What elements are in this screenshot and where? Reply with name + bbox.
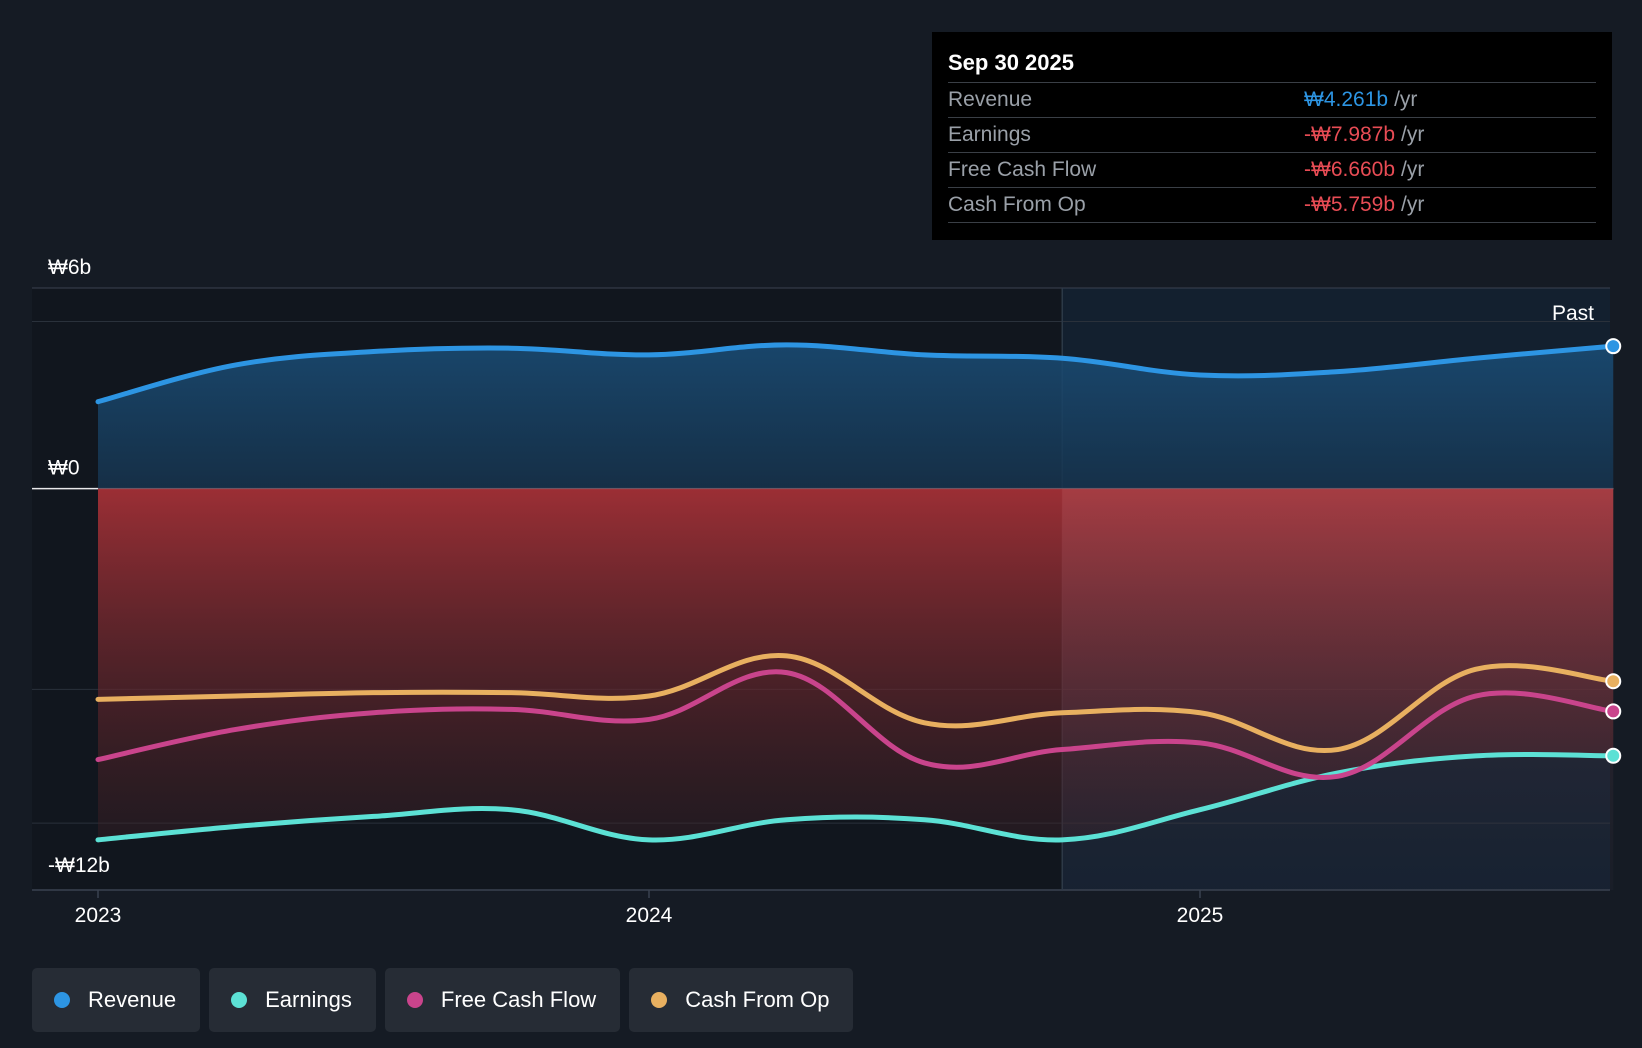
past-negative-overlay [1062, 488, 1614, 890]
series-end-dot-revenue [1605, 338, 1622, 355]
series-line-free-cash-flow [95, 669, 1616, 780]
tooltip-row-cash-from-op: Cash From Op -₩5.759b /yr [948, 188, 1596, 223]
series-end-dot-cash-from-op [1605, 673, 1622, 690]
legend-item-earnings[interactable]: Earnings [209, 968, 376, 1032]
x-tick-label: 2023 [75, 904, 122, 927]
y-tick-label: -₩12b [48, 854, 110, 877]
tooltip-value: ₩4.261b [1304, 88, 1389, 111]
tooltip-unit: /yr [1401, 193, 1425, 216]
tooltip-unit: /yr [1401, 123, 1425, 146]
tooltip-value: -₩6.660b [1304, 158, 1396, 181]
data-tooltip: Sep 30 2025 Revenue ₩4.261b /yr Earnings… [932, 32, 1612, 240]
tooltip-label: Earnings [948, 123, 1031, 146]
y-tick-label: ₩6b [48, 256, 91, 279]
tooltip-row-revenue: Revenue ₩4.261b /yr [948, 83, 1596, 118]
tooltip-value: -₩5.759b [1304, 193, 1396, 216]
tooltip-row-free-cash-flow: Free Cash Flow -₩6.660b /yr [948, 153, 1596, 188]
tooltip-label: Revenue [948, 88, 1033, 111]
series-end-dot-earnings [1605, 747, 1622, 764]
legend-label: Free Cash Flow [440, 987, 597, 1012]
x-tick-label: 2024 [626, 904, 673, 927]
legend-label: Cash From Op [685, 987, 830, 1012]
series-line-revenue [95, 342, 1616, 405]
revenue-area [98, 344, 1614, 489]
past-label: Past [1552, 302, 1594, 325]
series-end-markers-layer [1605, 338, 1622, 764]
tooltip-label: Free Cash Flow [948, 158, 1097, 181]
y-tick-label: ₩0 [48, 457, 80, 480]
tooltip-label: Cash From Op [948, 193, 1086, 216]
x-tick-label: 2025 [1177, 904, 1224, 927]
series-end-dot-free-cash-flow [1605, 703, 1622, 720]
legend-dot-icon [406, 992, 423, 1008]
chart-legend: Revenue Earnings Free Cash Flow Cash Fro… [32, 968, 854, 1032]
tooltip-value: -₩7.987b [1304, 123, 1396, 146]
tooltip-unit: /yr [1394, 88, 1418, 111]
legend-dot-icon [54, 992, 70, 1008]
area-fill-layer [98, 344, 1614, 890]
series-lines-layer [95, 342, 1616, 843]
tooltip-unit: /yr [1401, 158, 1425, 181]
series-line-cash-from-op [95, 653, 1616, 754]
legend-item-free-cash-flow[interactable]: Free Cash Flow [384, 968, 621, 1032]
legend-label: Revenue [88, 987, 177, 1012]
legend-label: Earnings [265, 987, 352, 1012]
legend-item-revenue[interactable]: Revenue [32, 968, 201, 1032]
legend-item-cash-from-op[interactable]: Cash From Op [629, 968, 854, 1032]
axis-labels-layer: ₩6b ₩0 -₩12b 2023 2024 2025 Past [48, 256, 1594, 927]
legend-dot-icon [231, 992, 248, 1008]
tooltip-row-earnings: Earnings -₩7.987b /yr [948, 118, 1596, 153]
legend-dot-icon [651, 992, 668, 1008]
tooltip-date: Sep 30 2025 [948, 44, 1596, 83]
